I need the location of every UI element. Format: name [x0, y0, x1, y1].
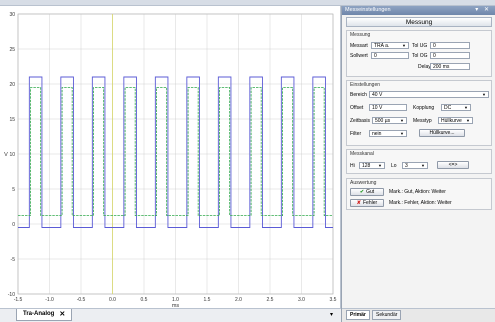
x-tick-label: -0.5 — [77, 297, 86, 303]
hi-value: 128 — [362, 163, 371, 169]
bottom-tab-bar — [0, 308, 341, 322]
group-title: Auswertung — [350, 180, 377, 186]
chevron-down-icon: ▼ — [421, 163, 425, 168]
filter-label: Filter — [350, 131, 362, 137]
chevron-down-icon: ▼ — [402, 43, 406, 48]
group-messkanal: Messkanal Hi 128 ▼ Lo 3 ▼ <=> — [346, 149, 492, 174]
series-signal — [18, 87, 333, 216]
y-tick-label: -5 — [11, 257, 16, 263]
swap-button[interactable]: <=> — [437, 161, 469, 169]
kopplung-value: DC — [444, 105, 452, 111]
y-tick-label: 20 — [9, 82, 15, 88]
fehler-label: Fehler — [363, 200, 378, 206]
top-strip — [0, 0, 495, 6]
messtyp-label: Messtyp — [413, 118, 432, 124]
filter-select[interactable]: nein ▼ — [369, 130, 407, 137]
bereich-label: Bereich — [350, 92, 367, 98]
lo-select[interactable]: 3 ▼ — [402, 162, 428, 169]
y-tick-label: 15 — [9, 117, 15, 123]
tab-sekundaer[interactable]: Sekundär — [372, 310, 402, 320]
x-tick-label: 2.5 — [267, 297, 274, 303]
chevron-down-icon: ▼ — [482, 92, 486, 97]
group-title: Messung — [350, 32, 371, 38]
messart-label: Messart — [350, 43, 368, 49]
zeitbasis-label: Zeitbasis — [350, 118, 371, 124]
gut-text: Mark.: Gut, Aktion: Weiter — [389, 189, 446, 195]
group-auswertung: Auswertung ✔ Gut Mark.: Gut, Aktion: Weit… — [346, 178, 492, 210]
chevron-down-icon: ▼ — [400, 131, 404, 136]
fehler-button[interactable]: ✘ Fehler — [350, 199, 384, 207]
y-tick-label: 10 — [9, 152, 15, 158]
group-title: Messkanal — [350, 151, 374, 157]
kopplung-select[interactable]: DC ▼ — [441, 104, 471, 111]
check-icon: ✔ — [359, 189, 365, 195]
huellkurve-button[interactable]: Hüllkurve... — [419, 129, 465, 137]
lo-value: 3 — [405, 163, 408, 169]
dropdown-arrow-icon[interactable]: ▾ — [330, 312, 334, 318]
zeitbasis-select[interactable]: 500 µs ▼ — [372, 117, 407, 124]
sollwert-field[interactable]: 0 — [371, 52, 409, 59]
offset-field[interactable]: 10 V — [369, 104, 407, 111]
x-tick-label: -1.0 — [45, 297, 54, 303]
x-tick-label: 3.5 — [330, 297, 337, 303]
x-axis-unit: ms — [172, 303, 180, 308]
x-tick-label: 2.0 — [235, 297, 242, 303]
gut-label: Gut — [366, 189, 375, 195]
panel-header: Messung — [346, 17, 492, 27]
close-icon[interactable]: ✕ — [59, 311, 66, 318]
x-tick-label: 3.0 — [298, 297, 305, 303]
x-tick-label: 1.0 — [172, 297, 179, 303]
delay-label: Delay — [418, 64, 431, 70]
kopplung-label: Kopplung — [413, 105, 435, 111]
x-tick-label: 1.5 — [204, 297, 211, 303]
y-tick-label: -10 — [8, 292, 15, 298]
x-tick-label: 0.5 — [141, 297, 148, 303]
group-messung: Messung Messart TRA a. ▼ Tol UG 0 Sollwe… — [346, 30, 492, 77]
lo-label: Lo — [391, 163, 397, 169]
hi-label: Hi — [350, 163, 355, 169]
messart-select[interactable]: TRA a. ▼ — [371, 42, 409, 49]
chevron-down-icon: ▼ — [400, 118, 404, 123]
chevron-down-icon: ▼ — [466, 118, 470, 123]
messart-value: TRA a. — [374, 43, 390, 49]
hi-select[interactable]: 128 ▼ — [359, 162, 385, 169]
panel-window-controls[interactable]: ▾ ✕ — [475, 7, 491, 13]
bereich-select[interactable]: 40 V ▼ — [369, 91, 489, 98]
settings-panel: Messeinstellungen ▾ ✕ Messung Messung Me… — [341, 6, 495, 322]
delay-field[interactable]: 200 ms — [430, 63, 470, 70]
tab-label: Tra-Analog — [23, 311, 55, 317]
y-tick-label: 30 — [9, 12, 15, 18]
messtyp-value: Hüllkurve — [441, 118, 462, 124]
y-tick-label: 5 — [12, 187, 15, 193]
zeitbasis-value: 500 µs — [375, 118, 391, 124]
y-tick-label: 0 — [12, 222, 15, 228]
tol-og-field[interactable]: 0 — [430, 52, 470, 59]
y-tick-label: 25 — [9, 47, 15, 53]
x-tick-label: -1.5 — [14, 297, 23, 303]
group-title: Einstellungen — [350, 82, 381, 88]
gut-button[interactable]: ✔ Gut — [350, 188, 384, 196]
messtyp-select[interactable]: Hüllkurve ▼ — [438, 117, 473, 124]
group-einstellungen: Einstellungen Bereich 40 V ▼ Offset 10 V… — [346, 80, 492, 146]
series-upper-envelope — [18, 76, 333, 228]
plot-canvas: 30 25 20 15 10 5 0 -5 -10-1.5 -1.0 -0.5 0.0 0.5 1.0 1.… — [4, 12, 337, 308]
offset-label: Offset — [350, 105, 364, 111]
tab-tra-analog[interactable]: Tra-Analog ✕ — [16, 309, 73, 321]
x-tick-label: 0.0 — [109, 297, 116, 303]
sollwert-label: Sollwert — [350, 53, 368, 59]
y-axis-unit: V — [4, 152, 8, 158]
chevron-down-icon: ▼ — [464, 105, 468, 110]
tol-og-label: Tol OG — [412, 53, 428, 59]
filter-value: nein — [372, 131, 382, 137]
tol-ug-field[interactable]: 0 — [430, 42, 470, 49]
chevron-down-icon: ▼ — [378, 163, 382, 168]
tab-primaer[interactable]: Primär — [346, 310, 370, 320]
fehler-text: Mark.: Fehler, Aktion: Weiter — [389, 200, 452, 206]
bereich-value: 40 V — [372, 92, 383, 98]
tol-ug-label: Tol UG — [412, 43, 428, 49]
cross-icon: ✘ — [356, 200, 361, 206]
oscilloscope-plot[interactable]: 30 25 20 15 10 5 0 -5 -10 -1.5 -1.0 -0.5 0.0 0.5 1.0 1.… — [0, 6, 341, 308]
panel-title: Messeinstellungen — [342, 6, 495, 15]
